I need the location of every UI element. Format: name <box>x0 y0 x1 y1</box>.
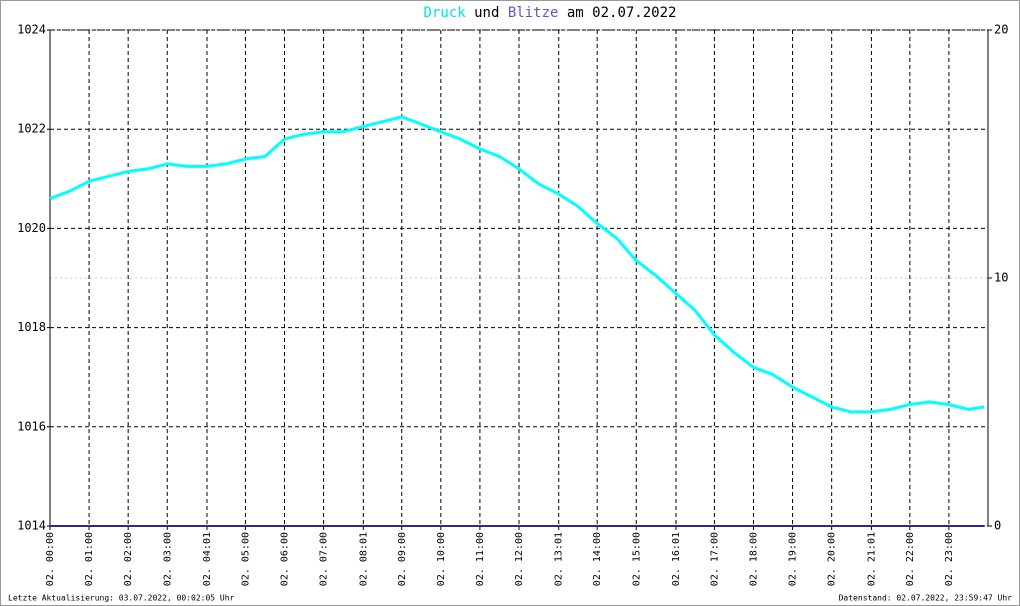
y-tick-label: 1018 <box>17 320 46 334</box>
title-suffix: am 02.07.2022 <box>567 5 677 21</box>
y2-tick-label: 0 <box>994 519 1001 533</box>
footer-left: Letzte Aktualisierung: 03.07.2022, 00:02… <box>8 594 235 603</box>
x-tick-label: 02. 03:00 <box>162 532 173 586</box>
x-tick-label: 02. 05:00 <box>240 532 251 586</box>
x-tick-label: 02. 18:00 <box>749 532 760 586</box>
y-tick-label: 1016 <box>17 419 46 433</box>
x-tick-label: 02. 22:00 <box>905 532 916 586</box>
x-tick-label: 02. 01:00 <box>84 532 95 586</box>
y-tick-label: 1024 <box>17 23 46 37</box>
x-tick-label: 02. 12:00 <box>514 532 525 586</box>
y-tick-label: 1022 <box>17 122 46 136</box>
series-line <box>49 115 985 414</box>
x-tick-label: 02. 04:01 <box>202 532 213 586</box>
x-tick-label: 02. 10:00 <box>436 532 447 586</box>
title-joiner: und <box>474 5 499 21</box>
y-tick-label: 1014 <box>17 519 46 533</box>
x-tick-label: 02. 19:00 <box>788 532 799 586</box>
x-tick-label: 02. 07:00 <box>319 532 330 586</box>
x-tick-label: 02. 08:01 <box>358 532 369 586</box>
x-tick-label: 02. 13:01 <box>554 532 565 586</box>
x-tick-label: 02. 00:00 <box>45 532 56 586</box>
x-tick-label: 02. 14:00 <box>592 532 603 586</box>
x-tick-label: 02. 09:00 <box>397 532 408 586</box>
x-tick-label: 02. 11:00 <box>475 532 486 586</box>
title-series-1: Druck <box>424 5 467 21</box>
footer-right: Datenstand: 02.07.2022, 23:59:47 Uhr <box>839 594 1013 603</box>
x-tick-label: 02. 06:00 <box>280 532 291 586</box>
x-tick-label: 02. 02:00 <box>123 532 134 586</box>
x-tick-label: 02. 20:00 <box>827 532 838 586</box>
x-tick-label: 02. 21:01 <box>866 532 877 586</box>
chart-title: Druck und Blitze am 02.07.2022 <box>424 5 677 21</box>
x-tick-label: 02. 15:00 <box>631 532 642 586</box>
y2-tick-label: 10 <box>994 271 1008 285</box>
x-tick-label: 02. 16:01 <box>671 532 682 586</box>
y-tick-label: 1020 <box>17 221 46 235</box>
title-series-2: Blitze <box>508 5 559 21</box>
y2-tick-label: 20 <box>994 23 1008 37</box>
x-tick-label: 02. 17:00 <box>709 532 720 586</box>
x-tick-label: 02. 23:00 <box>944 532 955 586</box>
